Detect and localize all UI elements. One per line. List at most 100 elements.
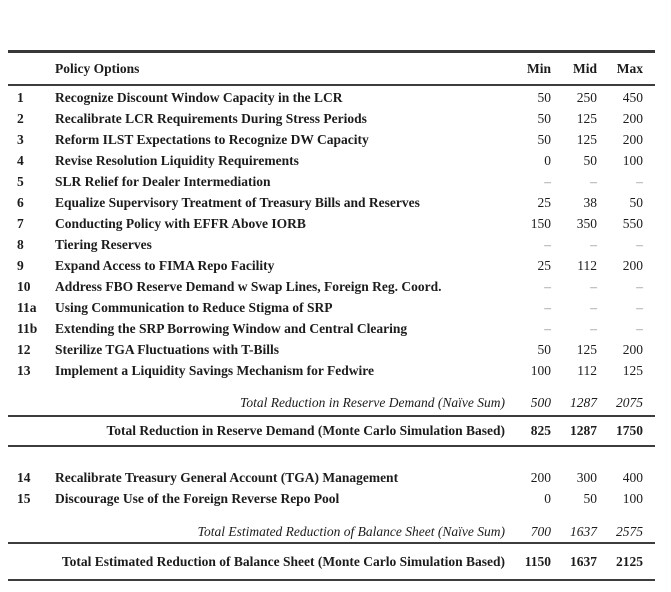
naive-sum-label: Total Reduction in Reserve Demand (Naïve… <box>240 394 505 410</box>
monte-carlo-total-label: Total Estimated Reduction of Balance She… <box>61 553 505 569</box>
max-value: 400 <box>622 469 643 485</box>
min-value: 0 <box>544 490 551 506</box>
row-number: 5 <box>17 173 24 189</box>
max-value: 1750 <box>616 423 643 438</box>
min-value: 50 <box>537 110 552 126</box>
mid-value: – <box>590 299 597 315</box>
policy-name: Revise Resolution Liquidity Requirements <box>55 152 299 168</box>
min-value: 200 <box>530 469 551 485</box>
max-value: – <box>636 173 643 189</box>
section-rule <box>8 542 655 544</box>
max-value: 100 <box>622 490 643 506</box>
table-row: 8 Tiering Reserves – – – <box>8 234 643 255</box>
max-value: – <box>636 299 643 315</box>
max-value: 200 <box>622 131 643 147</box>
min-value: – <box>544 278 551 294</box>
max-value: 200 <box>622 341 643 357</box>
mid-value: 300 <box>576 469 597 485</box>
table-bottom-rule <box>8 579 655 581</box>
min-value: 825 <box>530 423 551 438</box>
table-row: 4 Revise Resolution Liquidity Requiremen… <box>8 150 643 171</box>
min-value: 1150 <box>524 553 551 569</box>
max-value: 100 <box>622 152 643 168</box>
row-number: 8 <box>17 236 24 252</box>
table-row: 9 Expand Access to FIMA Repo Facility 25… <box>8 255 643 276</box>
min-value: – <box>544 173 551 189</box>
max-value: 550 <box>622 215 643 231</box>
policy-name: Implement a Liquidity Savings Mechanism … <box>55 362 375 378</box>
mid-value: 112 <box>577 362 597 378</box>
max-value: 2575 <box>616 523 643 539</box>
max-value: 200 <box>622 257 643 273</box>
monte-carlo-total-row-balance-sheet: Total Estimated Reduction of Balance She… <box>8 545 655 578</box>
min-value: 0 <box>544 152 551 168</box>
min-value: – <box>544 320 551 336</box>
policy-name: Recalibrate Treasury General Account (TG… <box>55 469 399 485</box>
row-number: 4 <box>17 152 24 168</box>
row-number: 3 <box>17 131 24 147</box>
min-value: 50 <box>537 89 552 105</box>
monte-carlo-total-row-reserve-demand: Total Reduction in Reserve Demand (Monte… <box>8 417 655 445</box>
policy-name: Recognize Discount Window Capacity in th… <box>55 89 343 105</box>
table-row: 1 Recognize Discount Window Capacity in … <box>8 87 643 108</box>
mid-value: 125 <box>576 131 597 147</box>
row-number: 6 <box>17 194 24 210</box>
mid-value: 112 <box>577 257 597 273</box>
table-header-row: Policy Options Min Mid Max <box>8 53 655 84</box>
policy-name: Reform ILST Expectations to Recognize DW… <box>55 131 369 147</box>
mid-value: 38 <box>583 194 598 210</box>
policy-name: Expand Access to FIMA Repo Facility <box>55 257 275 273</box>
policy-name: Equalize Supervisory Treatment of Treasu… <box>55 194 420 210</box>
mid-value: – <box>590 173 597 189</box>
policy-name: Conducting Policy with EFFR Above IORB <box>55 215 306 231</box>
table-row: 15 Discourage Use of the Foreign Reverse… <box>8 488 643 509</box>
max-value: 2125 <box>616 553 643 569</box>
table-row: 14 Recalibrate Treasury General Account … <box>8 467 643 488</box>
min-value: 150 <box>530 215 551 231</box>
section-rule <box>8 415 655 417</box>
policy-name: Discourage Use of the Foreign Reverse Re… <box>55 490 340 506</box>
policy-rows-section-2: 14 Recalibrate Treasury General Account … <box>8 467 655 509</box>
mid-value: 1287 <box>570 394 597 410</box>
monte-carlo-total-label: Total Reduction in Reserve Demand (Monte… <box>106 423 506 438</box>
table-row: 13 Implement a Liquidity Savings Mechani… <box>8 360 643 381</box>
column-header-mid: Mid <box>572 60 597 76</box>
row-number: 15 <box>17 490 31 506</box>
max-value: 200 <box>622 110 643 126</box>
table-row: 12 Sterilize TGA Fluctuations with T-Bil… <box>8 339 643 360</box>
min-value: 50 <box>537 131 552 147</box>
table-row: 7 Conducting Policy with EFFR Above IORB… <box>8 213 643 234</box>
row-number: 1 <box>17 89 24 105</box>
header-bottom-rule <box>8 84 655 86</box>
policy-name: Tiering Reserves <box>55 236 152 252</box>
policy-rows-section-1: 1 Recognize Discount Window Capacity in … <box>8 87 655 381</box>
min-value: 25 <box>537 194 552 210</box>
min-value: 700 <box>530 523 551 539</box>
table-row: 6 Equalize Supervisory Treatment of Trea… <box>8 192 643 213</box>
min-value: 500 <box>530 394 551 410</box>
row-number: 11a <box>17 299 37 315</box>
table-row: 10 Address FBO Reserve Demand w Swap Lin… <box>8 276 643 297</box>
max-value: 50 <box>629 194 644 210</box>
column-header-policy-options: Policy Options <box>55 60 140 76</box>
section-rule <box>8 445 655 447</box>
mid-value: 50 <box>583 490 598 506</box>
naive-sum-label: Total Estimated Reduction of Balance She… <box>197 523 505 539</box>
min-value: 50 <box>537 341 552 357</box>
table-top-rule <box>8 50 655 53</box>
column-header-min: Min <box>526 60 551 76</box>
mid-value: 1637 <box>570 523 597 539</box>
row-number: 9 <box>17 257 24 273</box>
min-value: – <box>544 236 551 252</box>
mid-value: 350 <box>576 215 597 231</box>
max-value: – <box>636 320 643 336</box>
naive-sum-row-balance-sheet: Total Estimated Reduction of Balance She… <box>8 521 655 542</box>
row-number: 12 <box>17 341 31 357</box>
max-value: 450 <box>622 89 643 105</box>
table-row: 11a Using Communication to Reduce Stigma… <box>8 297 643 318</box>
table-row: 11b Extending the SRP Borrowing Window a… <box>8 318 643 339</box>
policy-name: Sterilize TGA Fluctuations with T-Bills <box>55 341 280 357</box>
max-value: – <box>636 236 643 252</box>
naive-sum-row-reserve-demand: Total Reduction in Reserve Demand (Naïve… <box>8 392 655 413</box>
max-value: 2075 <box>616 394 643 410</box>
